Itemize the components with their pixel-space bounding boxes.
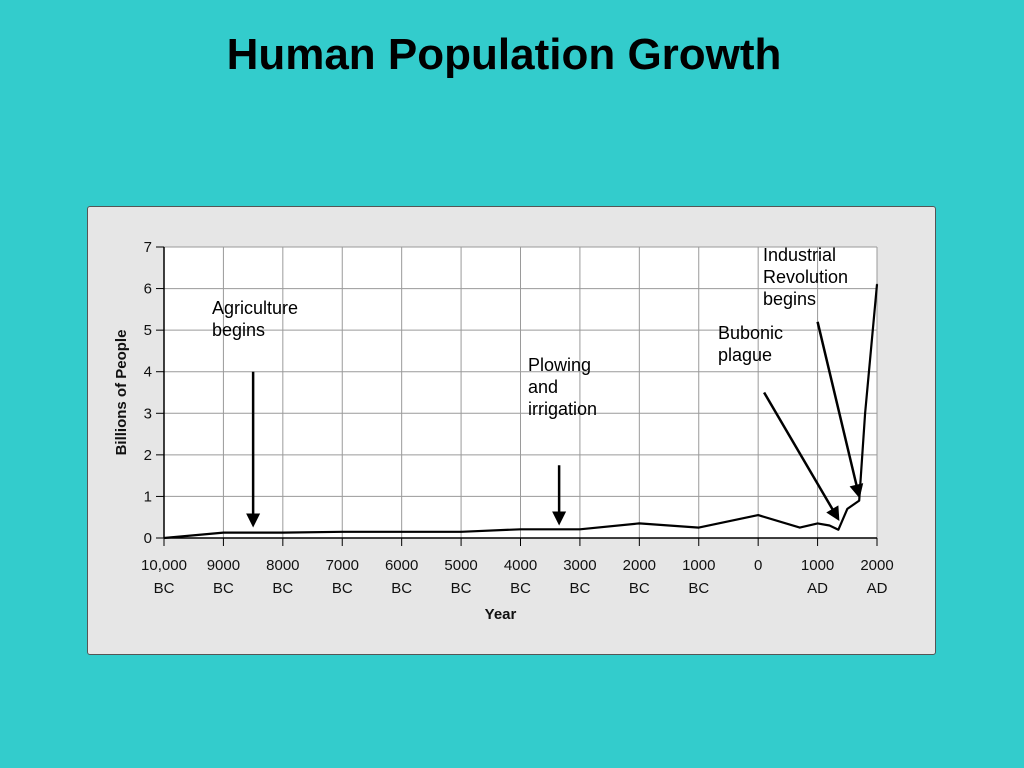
data-point: [798, 526, 801, 529]
data-point: [400, 530, 403, 533]
x-tick-label: 5000: [444, 557, 477, 574]
annotation-label: irrigation: [528, 399, 597, 419]
data-point: [757, 514, 759, 516]
data-point: [876, 283, 878, 286]
data-point: [837, 528, 840, 531]
data-point: [638, 522, 641, 525]
y-axis-label: Billions of People: [113, 330, 130, 456]
arrowhead-icon: [246, 513, 261, 528]
data-point: [222, 531, 225, 534]
population-chart: 0 1 2 3 4 5 6 7 10,000 BC 9000 BC 8000 BC 7000 BC 6000 BC…: [113, 239, 894, 623]
y-tick-label: 0: [144, 530, 152, 547]
y-tick-label: 6: [144, 281, 152, 298]
x-tick-label: 0: [754, 557, 762, 574]
x-tick-label-era: BC: [688, 580, 709, 597]
data-point: [341, 530, 344, 533]
annotation-label: begins: [212, 320, 265, 340]
x-tick-label: 4000: [504, 557, 537, 574]
x-tick-label-era: AD: [807, 580, 828, 597]
data-point: [163, 537, 165, 539]
slide-title: Human Population Growth: [226, 30, 782, 79]
x-tick-label-era: BC: [629, 580, 650, 597]
data-point: [579, 528, 581, 531]
data-point: [816, 522, 819, 525]
data-point: [460, 530, 462, 533]
x-tick-label-era: BC: [213, 580, 234, 597]
y-tick-label: 3: [144, 405, 152, 422]
x-tick-label-era: BC: [332, 580, 353, 597]
x-tick-label-era: BC: [391, 580, 412, 597]
annotation-arrow: [763, 391, 834, 511]
x-tick-label-era: AD: [867, 580, 888, 597]
annotation-label: Industrial: [763, 245, 836, 265]
x-tick-label-era: BC: [451, 580, 472, 597]
annotation-label: and: [528, 377, 558, 397]
x-tick-label: 2000: [623, 557, 656, 574]
series-layer: [163, 283, 879, 540]
data-point: [864, 412, 866, 415]
x-tick-label: 10,000: [141, 557, 187, 574]
y-tick-label: 5: [144, 322, 152, 339]
x-tick-label-era: BC: [569, 580, 590, 597]
x-tick-label-era: BC: [272, 580, 293, 597]
annotations: AgriculturebeginsPlowingandirrigationBub…: [212, 245, 864, 528]
x-tick-label: 6000: [385, 557, 418, 574]
y-tick-label: 1: [144, 488, 152, 505]
annotation-label: Bubonic: [718, 323, 783, 343]
grid: [163, 246, 878, 539]
x-tick-label: 1000: [682, 557, 715, 574]
data-point: [828, 524, 831, 527]
y-tick-label: 2: [144, 447, 152, 464]
chart-panel: 0 1 2 3 4 5 6 7 10,000 BC 9000 BC 8000 BC 7000 BC 6000 BC…: [87, 206, 936, 655]
x-axis-label: Year: [485, 606, 517, 623]
x-tick-label: 9000: [207, 557, 240, 574]
annotation-label: Revolution: [763, 267, 848, 287]
y-tick-label: 4: [144, 364, 152, 381]
annotation-label: begins: [763, 289, 816, 309]
x-tick-label: 2000: [860, 557, 893, 574]
data-point: [519, 528, 522, 531]
arrowhead-icon: [826, 505, 840, 522]
data-point: [858, 499, 860, 502]
y-tick-label: 7: [144, 239, 152, 256]
annotation-label: plague: [718, 345, 772, 365]
x-tick-label: 3000: [563, 557, 596, 574]
data-point: [282, 531, 284, 534]
annotation-label: Plowing: [528, 355, 591, 375]
x-tick-label-era: BC: [154, 580, 175, 597]
x-tick-label: 1000: [801, 557, 834, 574]
arrowhead-icon: [849, 483, 864, 499]
axes: 0 1 2 3 4 5 6 7 10,000 BC 9000 BC 8000 BC 7000 BC 6000 BC…: [141, 239, 894, 597]
x-tick-label: 7000: [326, 557, 359, 574]
data-point: [697, 526, 700, 529]
annotation-label: Agriculture: [212, 298, 298, 318]
x-tick-label-era: BC: [510, 580, 531, 597]
arrowhead-icon: [552, 511, 567, 526]
x-tick-label: 8000: [266, 557, 299, 574]
data-point: [846, 508, 849, 510]
annotation-arrow: [816, 321, 858, 487]
